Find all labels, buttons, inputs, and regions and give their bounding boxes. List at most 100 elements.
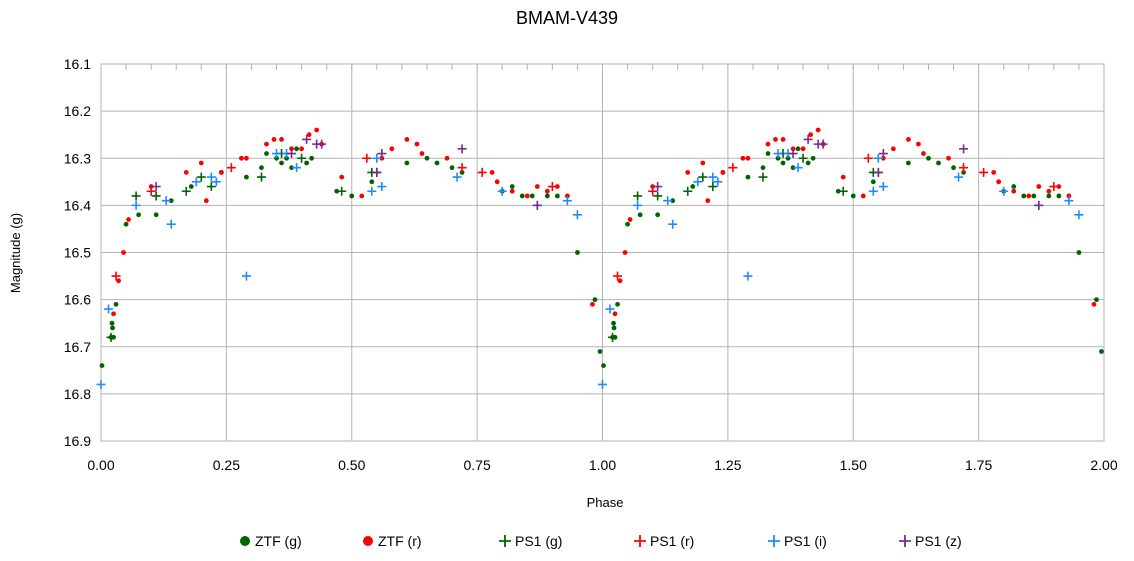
data-point [605, 304, 615, 314]
data-point [151, 182, 161, 192]
data-point [99, 363, 105, 368]
data-points [96, 127, 1104, 389]
data-point [650, 184, 656, 189]
data-point [302, 134, 312, 144]
data-point [1099, 349, 1104, 354]
data-point [860, 193, 866, 199]
data-point [878, 149, 888, 159]
data-point [906, 137, 911, 142]
data-point [1046, 188, 1052, 194]
data-point [544, 188, 550, 194]
data-point [196, 172, 206, 182]
data-point [608, 332, 618, 342]
data-point [404, 160, 410, 166]
data-point [946, 155, 951, 161]
data-point [532, 200, 542, 210]
data-point [1064, 196, 1074, 206]
data-point [745, 174, 751, 180]
data-point [297, 153, 307, 163]
data-point [873, 153, 883, 163]
data-point [123, 221, 129, 227]
x-tick-label: 1.75 [965, 457, 992, 473]
data-point [151, 191, 161, 201]
data-point [1094, 297, 1099, 303]
data-point [815, 127, 821, 133]
data-point [279, 137, 284, 142]
data-point [287, 149, 297, 159]
data-point [627, 217, 633, 222]
data-point [544, 193, 550, 199]
legend-label: PS1 (g) [515, 533, 562, 549]
x-tick-label: 0.25 [213, 457, 240, 473]
data-point [1034, 200, 1044, 210]
legend-marker [499, 535, 511, 547]
y-tick-label: 16.4 [64, 197, 91, 213]
data-point [289, 146, 294, 152]
data-point [773, 149, 783, 159]
data-point [241, 271, 251, 281]
data-point [274, 155, 279, 161]
data-point [292, 163, 302, 173]
data-point [700, 160, 706, 166]
data-point [1011, 184, 1017, 189]
data-point [264, 151, 269, 156]
data-point [863, 153, 873, 163]
data-point [745, 155, 751, 161]
data-point [999, 186, 1009, 196]
data-point [840, 174, 846, 180]
data-point [497, 186, 507, 196]
data-point [148, 184, 154, 189]
data-point [452, 172, 462, 182]
data-point [622, 250, 628, 255]
data-point [720, 169, 726, 175]
data-point [284, 155, 289, 161]
data-point [554, 184, 560, 189]
data-point [850, 193, 856, 199]
data-point [793, 163, 803, 173]
data-point [111, 311, 116, 317]
data-point [597, 349, 603, 354]
data-point [803, 134, 813, 144]
data-point [663, 196, 673, 206]
data-point [104, 304, 114, 314]
data-point [444, 155, 450, 161]
data-point [800, 146, 806, 152]
x-tick-label: 2.00 [1090, 457, 1117, 473]
data-point [304, 160, 310, 166]
data-point [880, 155, 886, 161]
x-axis-label: Phase [587, 495, 624, 510]
series-ztf-g [99, 146, 1104, 368]
data-point [890, 146, 896, 152]
data-point [226, 163, 236, 173]
data-point [256, 172, 266, 182]
data-point [1076, 250, 1082, 255]
y-axis-label: Magnitude (g) [8, 213, 23, 293]
data-point [653, 182, 663, 192]
data-point [349, 193, 355, 199]
data-point [306, 132, 312, 138]
data-point [377, 182, 387, 192]
data-point [653, 191, 663, 201]
y-tick-label: 16.1 [64, 56, 91, 72]
data-point [317, 139, 327, 149]
legend-label: ZTF (g) [255, 533, 302, 549]
data-point [835, 188, 841, 194]
data-point [509, 184, 515, 189]
data-point [728, 163, 738, 173]
data-point [289, 165, 294, 171]
data-point [648, 186, 658, 196]
data-point [795, 146, 801, 152]
data-point [668, 219, 678, 229]
data-point [633, 191, 643, 201]
data-point [685, 169, 691, 175]
data-point [239, 155, 244, 161]
data-point [936, 160, 941, 166]
data-point [554, 193, 560, 199]
data-point [1056, 193, 1062, 199]
data-point [369, 179, 375, 185]
plot-area [100, 63, 1105, 442]
legend-label: PS1 (r) [650, 533, 694, 549]
data-point [146, 186, 156, 196]
data-point [611, 320, 616, 326]
